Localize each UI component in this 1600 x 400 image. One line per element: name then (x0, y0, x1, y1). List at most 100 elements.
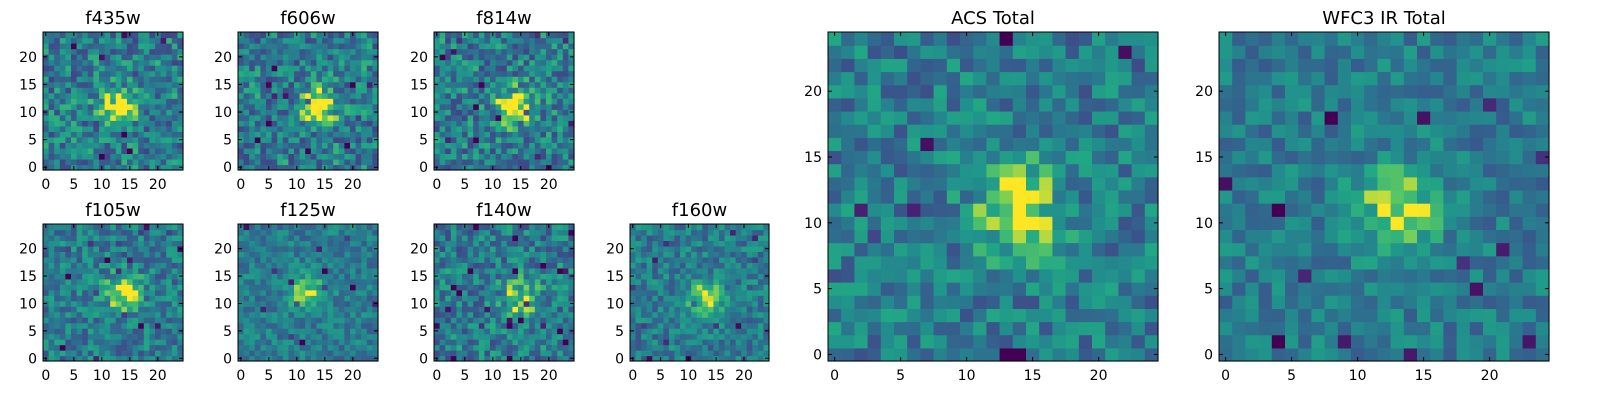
heatmap-cell (54, 131, 61, 138)
heatmap-cell (305, 37, 312, 44)
heatmap-cell (238, 306, 245, 313)
heatmap-cell (713, 278, 720, 285)
heatmap-cell (557, 125, 564, 132)
heatmap-cell (724, 289, 731, 296)
heatmap-cell (243, 81, 250, 88)
heatmap-cell (854, 176, 869, 191)
heatmap-cell (350, 300, 357, 307)
heatmap-cell (249, 256, 256, 263)
heatmap-cell (657, 245, 664, 252)
heatmap-cell (557, 251, 564, 258)
heatmap-cell (127, 245, 134, 252)
heatmap-cell (71, 234, 78, 242)
heatmap-cell (171, 87, 178, 94)
heatmap-cell (104, 267, 111, 274)
heatmap-cell (271, 98, 278, 105)
heatmap-cell (557, 234, 564, 242)
heatmap-cell (735, 306, 742, 313)
heatmap-cell (366, 70, 373, 77)
heatmap-cell (238, 103, 245, 110)
heatmap-cell (372, 284, 379, 291)
heatmap-cell (310, 158, 317, 166)
heatmap-cell (735, 278, 742, 285)
heatmap-cell (127, 158, 134, 166)
heatmap-cell (506, 142, 513, 149)
heatmap-cell (76, 48, 83, 55)
heatmap-cell (361, 70, 368, 77)
heatmap-cell (1131, 347, 1146, 362)
heatmap-cell (71, 147, 78, 155)
heatmap-cell (668, 333, 676, 340)
heatmap-cell (238, 125, 245, 132)
heatmap-cell (680, 317, 687, 324)
heatmap-cell (249, 120, 256, 127)
heatmap-cell (177, 131, 184, 138)
heatmap-cell (104, 224, 111, 231)
heatmap-cell (663, 350, 670, 357)
heatmap-cell (462, 147, 469, 155)
heatmap-cell (534, 229, 541, 236)
heatmap-cell (562, 32, 569, 39)
heatmap-cell (713, 333, 720, 340)
heatmap-cell (506, 43, 513, 50)
heatmap-cell (166, 339, 173, 346)
heatmap-cell (254, 339, 261, 346)
heatmap-cell (43, 251, 50, 258)
heatmap-cell (249, 339, 256, 346)
heatmap-cell (76, 136, 83, 143)
heatmap-cell (512, 59, 519, 66)
heatmap-cell (746, 273, 753, 280)
heatmap-cell (87, 98, 94, 105)
heatmap-cell (445, 109, 452, 116)
heatmap-cell (920, 229, 935, 244)
heatmap-cell (310, 328, 317, 335)
heatmap-cell (741, 289, 748, 296)
heatmap-cell (160, 142, 167, 149)
heatmap-cell (316, 350, 323, 357)
heatmap-cell (557, 300, 564, 307)
heatmap-cell (99, 317, 106, 324)
heatmap-cell (327, 300, 334, 307)
heatmap-cell (680, 339, 687, 346)
heatmap-cell (495, 245, 502, 252)
heatmap-cell (143, 103, 150, 110)
heatmap-cell (160, 43, 167, 50)
heatmap-cell (372, 322, 379, 329)
heatmap-cell (110, 229, 117, 236)
heatmap-cell (546, 81, 553, 88)
heatmap-cell (282, 267, 289, 274)
heatmap-cell (115, 37, 122, 44)
heatmap-cell (99, 256, 106, 263)
heatmap-cell (456, 344, 463, 351)
heatmap-cell (260, 240, 267, 247)
heatmap-cell (685, 317, 692, 324)
heatmap-cell (327, 350, 334, 357)
heatmap-cell (551, 284, 558, 291)
heatmap-cell (71, 158, 78, 166)
heatmap-cell (462, 98, 469, 105)
heatmap-cell (568, 322, 575, 329)
heatmap-cell (166, 125, 173, 132)
heatmap-cell (288, 158, 295, 166)
heatmap-cell (299, 147, 306, 155)
heatmap-cell (361, 240, 368, 247)
heatmap-cell (93, 43, 100, 50)
heatmap-cell (243, 262, 250, 269)
heatmap-cell (484, 48, 491, 55)
heatmap-cell (322, 142, 329, 149)
heatmap-cell (540, 76, 547, 83)
heatmap-cell (450, 37, 457, 44)
heatmap-cell (551, 251, 558, 258)
heatmap-cell (523, 65, 530, 72)
heatmap-cell (707, 245, 714, 252)
heatmap-cell (132, 48, 139, 55)
heatmap-cell (663, 262, 670, 269)
heatmap-cell (518, 344, 525, 351)
heatmap-cell (294, 153, 301, 160)
heatmap-cell (249, 300, 256, 307)
heatmap-cell (82, 251, 89, 258)
heatmap-cell (562, 98, 569, 105)
heatmap-cell (540, 59, 547, 66)
heatmap-cell (478, 48, 485, 55)
